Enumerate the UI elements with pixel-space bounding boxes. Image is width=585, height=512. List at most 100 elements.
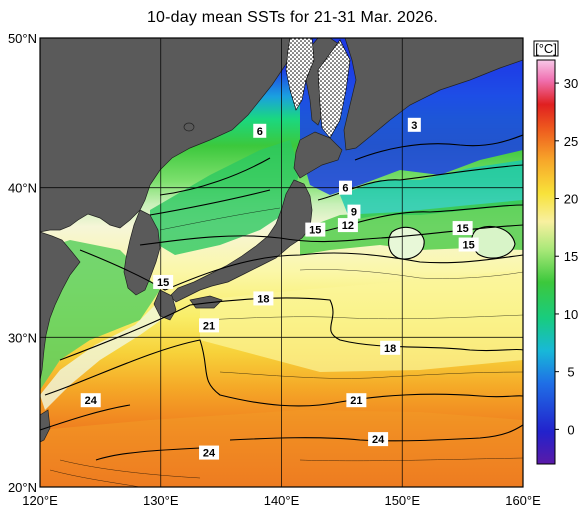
contour-label-bg xyxy=(253,123,267,138)
contour-label: 24 xyxy=(368,432,389,447)
colorbar-tick-label: 10 xyxy=(564,307,578,322)
lon-label: 140°E xyxy=(264,493,300,508)
contour-label: 3 xyxy=(407,117,421,132)
contour-label: 15 xyxy=(452,221,473,236)
thin-contour xyxy=(59,457,524,479)
contour-label-bg xyxy=(368,432,389,447)
colorbar-tick-label: 25 xyxy=(564,134,578,149)
contour-label: 12 xyxy=(337,218,358,233)
contour-label-bg xyxy=(452,221,473,236)
lon-label: 130°E xyxy=(143,493,179,508)
lon-label: 160°E xyxy=(505,493,541,508)
contour-label: 24 xyxy=(80,393,101,408)
contour-label-text: 24 xyxy=(85,395,98,407)
colorbar-tick-label: 5 xyxy=(567,365,574,380)
contour-label-bg xyxy=(199,445,220,460)
colorbar-ticks: 30 25 20 15 10 5 0 xyxy=(555,76,578,437)
contour-label: 24 xyxy=(199,445,220,460)
isotherm-eddy xyxy=(388,226,425,260)
contour-label-bg xyxy=(199,318,220,333)
isotherm-18 xyxy=(59,297,524,361)
contour-label: 18 xyxy=(253,291,274,306)
land-asia xyxy=(39,37,293,233)
sea-of-japan-green xyxy=(150,140,300,255)
contour-label-text: 21 xyxy=(203,320,215,332)
contour-label: 15 xyxy=(153,274,174,289)
contour-label-bg xyxy=(253,291,274,306)
land-hokkaido xyxy=(293,131,343,179)
isotherm-3 xyxy=(354,134,524,161)
contour-label-bg xyxy=(153,274,174,289)
colorbar-unit-box xyxy=(533,40,559,57)
contour-label: 21 xyxy=(346,393,367,408)
contour-label-bg xyxy=(380,340,401,355)
contour-label-bg xyxy=(458,237,479,252)
land-kyushu-shikoku xyxy=(153,289,177,321)
lat-label: 40°N xyxy=(8,181,37,196)
east-eddy xyxy=(471,226,515,259)
contour-label: 9 xyxy=(347,204,361,219)
contour-label-bg xyxy=(338,180,352,195)
colorbar-tick-label: 30 xyxy=(564,76,578,91)
lon-label: 150°E xyxy=(384,493,420,508)
axis-labels: 120°E 130°E 140°E 150°E 160°E 50°N 40°N 30°N 20°… xyxy=(8,31,541,508)
contour-labels: 6 3 6 912 15 15 15 15 18 21 18 24 21 24 24 xyxy=(80,117,479,460)
contour-label-text: 12 xyxy=(342,220,354,232)
contour-label-bg xyxy=(80,393,101,408)
contour-label-bg xyxy=(346,393,367,408)
isotherm-12 xyxy=(139,224,524,246)
thin-contour xyxy=(219,371,524,379)
colorbar-tick-label: 15 xyxy=(564,249,578,264)
land-korea xyxy=(123,209,161,296)
graticule xyxy=(40,38,523,487)
contour-label-bg xyxy=(407,117,421,132)
lat-label: 50°N xyxy=(8,31,37,46)
contour-label: 6 xyxy=(253,123,267,138)
colorbar-ramp xyxy=(536,59,556,465)
contour-label-text: 3 xyxy=(411,120,417,132)
map-title: 10-day mean SSTs for 21-31 Mar. 2026. xyxy=(146,9,439,26)
contour-label: 18 xyxy=(380,340,401,355)
contour-label: 6 xyxy=(338,180,352,195)
contour-label-text: 6 xyxy=(257,126,263,138)
contour-label-text: 15 xyxy=(157,277,169,289)
contour-label-bg xyxy=(305,222,326,237)
lon-label: 120°E xyxy=(22,493,58,508)
land-island xyxy=(183,122,195,132)
land-kurils-kamchatka xyxy=(343,37,524,151)
contour-label: 21 xyxy=(199,318,220,333)
contour-label: 15 xyxy=(458,237,479,252)
contour-label-text: 15 xyxy=(457,223,469,235)
contour-label-bg xyxy=(337,218,358,233)
contour-label: 15 xyxy=(305,222,326,237)
subtropical-yellow xyxy=(200,270,523,372)
land xyxy=(39,37,524,443)
contour-label-text: 18 xyxy=(384,343,396,355)
lat-label: 30°N xyxy=(8,330,37,345)
contour-label-text: 6 xyxy=(342,183,348,195)
shelf-white xyxy=(40,295,175,410)
contour-label-text: 15 xyxy=(309,225,321,237)
isotherm-24 xyxy=(39,404,524,461)
contour-label-bg xyxy=(347,204,361,219)
isotherms xyxy=(39,134,524,461)
isotherms-thin xyxy=(49,207,524,488)
sea-ice-okhotsk-2 xyxy=(317,39,351,139)
contour-label-text: 18 xyxy=(257,293,269,305)
contour-label-text: 15 xyxy=(463,240,475,252)
sea-ice-okhotsk xyxy=(285,37,315,111)
isotherm-15 xyxy=(79,249,524,291)
thin-contour xyxy=(159,207,281,231)
isotherm-21 xyxy=(44,339,524,407)
colorbar: [°C] 30 25 20 15 10 5 0 xyxy=(533,40,578,465)
contour-label-text: 24 xyxy=(203,448,216,460)
lat-label: 20°N xyxy=(8,480,37,495)
land-shikoku xyxy=(189,295,223,309)
thin-contour xyxy=(199,314,524,321)
contour-label-text: 24 xyxy=(372,434,385,446)
colorbar-unit: [°C] xyxy=(535,41,557,56)
colorbar-tick-label: 20 xyxy=(564,192,578,207)
thin-contour xyxy=(49,469,141,488)
thin-contour xyxy=(299,269,524,279)
